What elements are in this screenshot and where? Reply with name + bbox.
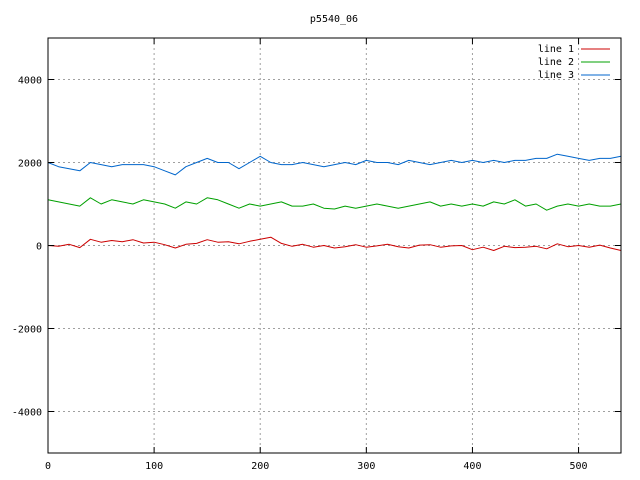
series-line-3 [47, 153, 622, 176]
ticks: 0 100 200 300 400 500 -4000 -2000 0 2000 4000 [12, 38, 621, 472]
series-line-1 [47, 236, 622, 251]
y-tick-label: -4000 [12, 408, 42, 419]
x-tick-label: 100 [145, 461, 163, 472]
chart-title: p5540_06 [310, 14, 358, 25]
x-tick-label: 300 [357, 461, 375, 472]
y-tick-label: 0 [36, 242, 42, 253]
y-tick-label: 2000 [18, 159, 42, 170]
x-tick-label: 500 [570, 461, 588, 472]
series-layer [47, 153, 622, 251]
legend-label-2: line 2 [538, 57, 574, 68]
legend-label-3: line 3 [538, 70, 574, 81]
series-line-2 [47, 197, 622, 211]
grid [48, 38, 621, 453]
legend: line 1 line 2 line 3 [538, 44, 610, 81]
x-tick-label: 400 [463, 461, 481, 472]
x-tick-label: 0 [45, 461, 51, 472]
legend-label-1: line 1 [538, 44, 574, 55]
x-tick-label: 200 [251, 461, 269, 472]
y-tick-label: 4000 [18, 76, 42, 87]
y-tick-label: -2000 [12, 325, 42, 336]
